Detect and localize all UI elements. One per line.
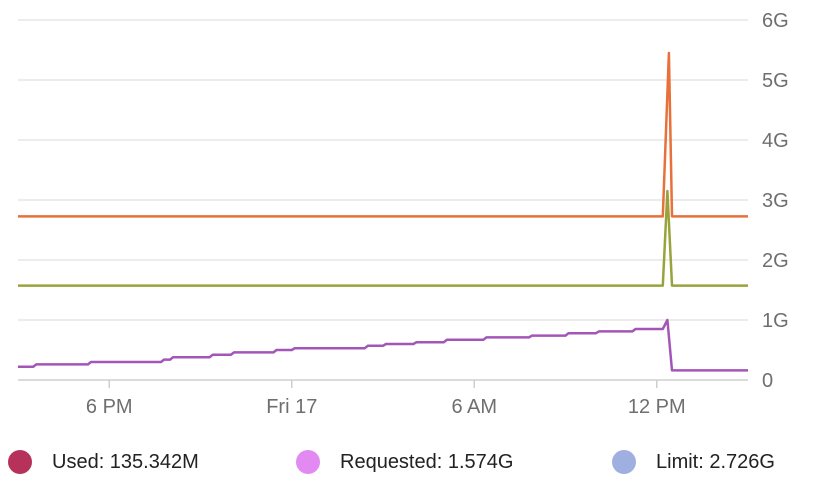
y-tick-label-2: 2G — [762, 250, 789, 272]
legend-item-used[interactable]: Used: 135.342M — [8, 450, 199, 474]
x-tick-label-1: Fri 17 — [266, 396, 317, 418]
legend-item-limit[interactable]: Limit: 2.726G — [612, 450, 775, 474]
legend-label-requested: Requested: 1.574G — [340, 451, 513, 474]
x-tick-label-2: 6 AM — [451, 396, 497, 418]
legend-label-used: Used: 135.342M — [52, 451, 199, 474]
legend-dot-used — [8, 450, 32, 474]
chart-plot: 0 1G 2G 3G 4G 5G 6G 6 PM Fri 17 6 AM 12 PM — [0, 0, 828, 440]
x-tick-label-0: 6 PM — [86, 396, 133, 418]
x-tick-label-3: 12 PM — [628, 396, 686, 418]
legend-dot-limit — [612, 450, 636, 474]
chart-legend: Used: 135.342M Requested: 1.574G Limit: … — [0, 440, 828, 490]
legend-dot-requested — [296, 450, 320, 474]
series-line-limit — [18, 53, 748, 216]
legend-label-limit: Limit: 2.726G — [656, 451, 775, 474]
y-tick-label-1: 1G — [762, 310, 789, 332]
y-tick-label-5: 5G — [762, 70, 789, 92]
y-tick-label-6: 6G — [762, 10, 789, 32]
y-tick-label-0: 0 — [762, 370, 773, 392]
y-tick-label-3: 3G — [762, 190, 789, 212]
series-line-requested — [18, 191, 748, 286]
series-line-used — [18, 320, 748, 370]
legend-item-requested[interactable]: Requested: 1.574G — [296, 450, 513, 474]
y-tick-label-4: 4G — [762, 130, 789, 152]
